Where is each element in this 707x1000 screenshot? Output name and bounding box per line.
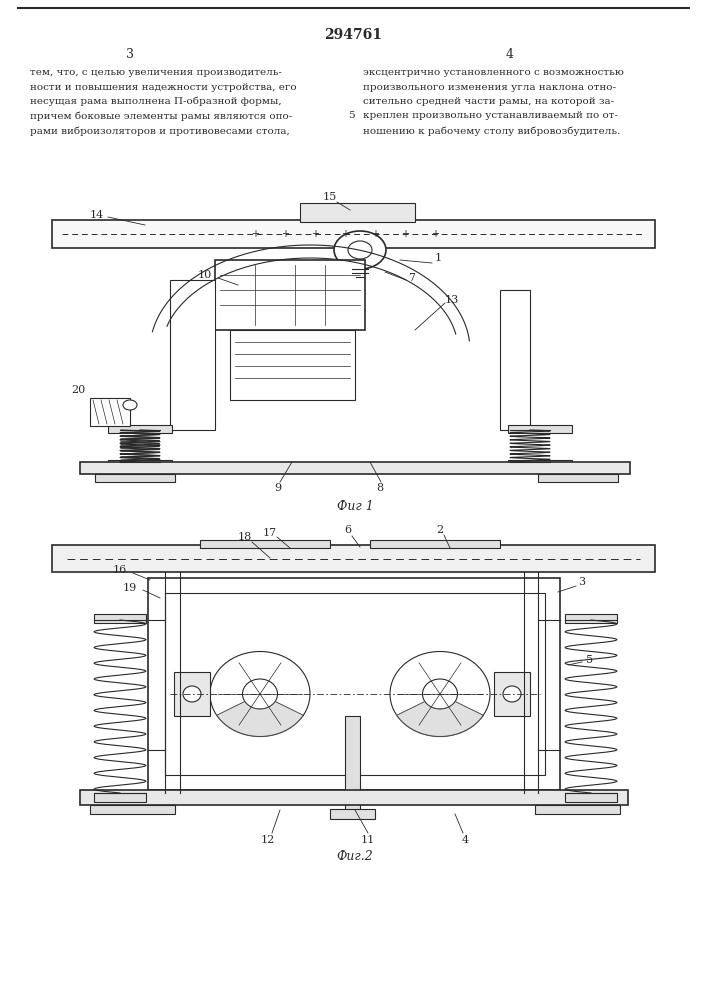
Text: 6: 6 [344,525,351,535]
Text: 7: 7 [409,273,416,283]
Ellipse shape [210,652,310,736]
Text: 5: 5 [348,111,355,120]
Text: 2: 2 [436,525,443,535]
Text: 5: 5 [586,655,594,665]
Bar [52,220,655,248]
Text: креплен произвольно устанавливаемый по от-: креплен произвольно устанавливаемый по о… [363,111,618,120]
Text: 14: 14 [90,210,104,220]
Text: 19: 19 [123,583,137,593]
Text: +: + [401,229,409,239]
Text: произвольного изменения угла наклона отно-: произвольного изменения угла наклона отн… [363,83,616,92]
Text: 4: 4 [506,48,514,61]
Bar [90,398,130,426]
Ellipse shape [123,400,137,410]
Text: +: + [251,229,259,239]
Text: 16: 16 [113,565,127,575]
Polygon shape [217,702,303,736]
Bar [494,672,530,716]
Bar [52,545,655,572]
Text: 294761: 294761 [324,28,382,42]
Bar [90,805,175,814]
Text: 12: 12 [261,835,275,845]
Bar [230,330,355,400]
Bar [508,460,572,468]
Text: 8: 8 [376,483,384,493]
Text: рами виброизоляторов и противовесами стола,: рами виброизоляторов и противовесами сто… [30,126,290,135]
Ellipse shape [348,241,372,259]
Bar [170,280,215,430]
Bar [174,672,210,716]
Bar [330,809,375,819]
Bar [108,460,172,468]
Ellipse shape [390,652,490,736]
Text: 10: 10 [198,270,212,280]
Text: 11: 11 [361,835,375,845]
Ellipse shape [243,679,278,709]
Text: несущая рама выполнена П-образной формы,: несущая рама выполнена П-образной формы, [30,97,281,106]
Bar [148,578,560,790]
Bar [215,260,365,330]
Text: 20: 20 [71,385,85,395]
Bar [535,805,620,814]
Text: 18: 18 [238,532,252,542]
Bar [565,793,617,802]
Bar [95,474,175,482]
Bar [345,716,360,811]
Text: 15: 15 [323,192,337,202]
Bar [538,474,618,482]
Bar [80,462,630,474]
Text: 3: 3 [578,577,585,587]
Bar [94,793,146,802]
Text: Фиг.2: Фиг.2 [337,850,373,863]
Bar [508,425,572,433]
Bar [200,540,330,548]
Polygon shape [397,702,484,736]
Text: сительно средней части рамы, на которой за-: сительно средней части рамы, на которой … [363,97,614,106]
Bar [500,290,530,430]
Text: 1: 1 [434,253,442,263]
Text: 9: 9 [274,483,281,493]
Ellipse shape [503,686,521,702]
Text: 3: 3 [126,48,134,61]
Text: +: + [431,229,439,239]
Text: причем боковые элементы рамы являются опо-: причем боковые элементы рамы являются оп… [30,111,292,121]
Bar [300,203,415,222]
Text: 17: 17 [263,528,277,538]
Ellipse shape [183,686,201,702]
Bar [108,425,172,433]
Text: +: + [341,229,349,239]
Text: +: + [281,229,289,239]
Bar [80,790,628,805]
Bar [370,540,500,548]
Text: тем, что, с целью увеличения производитель-: тем, что, с целью увеличения производите… [30,68,282,77]
Bar [165,593,545,775]
Text: ношению к рабочему столу вибровозбудитель.: ношению к рабочему столу вибровозбудител… [363,126,620,135]
Ellipse shape [423,679,457,709]
Ellipse shape [334,231,386,269]
Text: 13: 13 [445,295,459,305]
Text: +: + [371,229,379,239]
Text: ности и повышения надежности устройства, его: ности и повышения надежности устройства,… [30,83,297,92]
Text: 4: 4 [462,835,469,845]
Bar [94,614,146,623]
Bar [565,614,617,623]
Text: +: + [311,229,319,239]
Text: Фиг 1: Фиг 1 [337,500,373,513]
Text: эксцентрично установленного с возможностью: эксцентрично установленного с возможност… [363,68,624,77]
